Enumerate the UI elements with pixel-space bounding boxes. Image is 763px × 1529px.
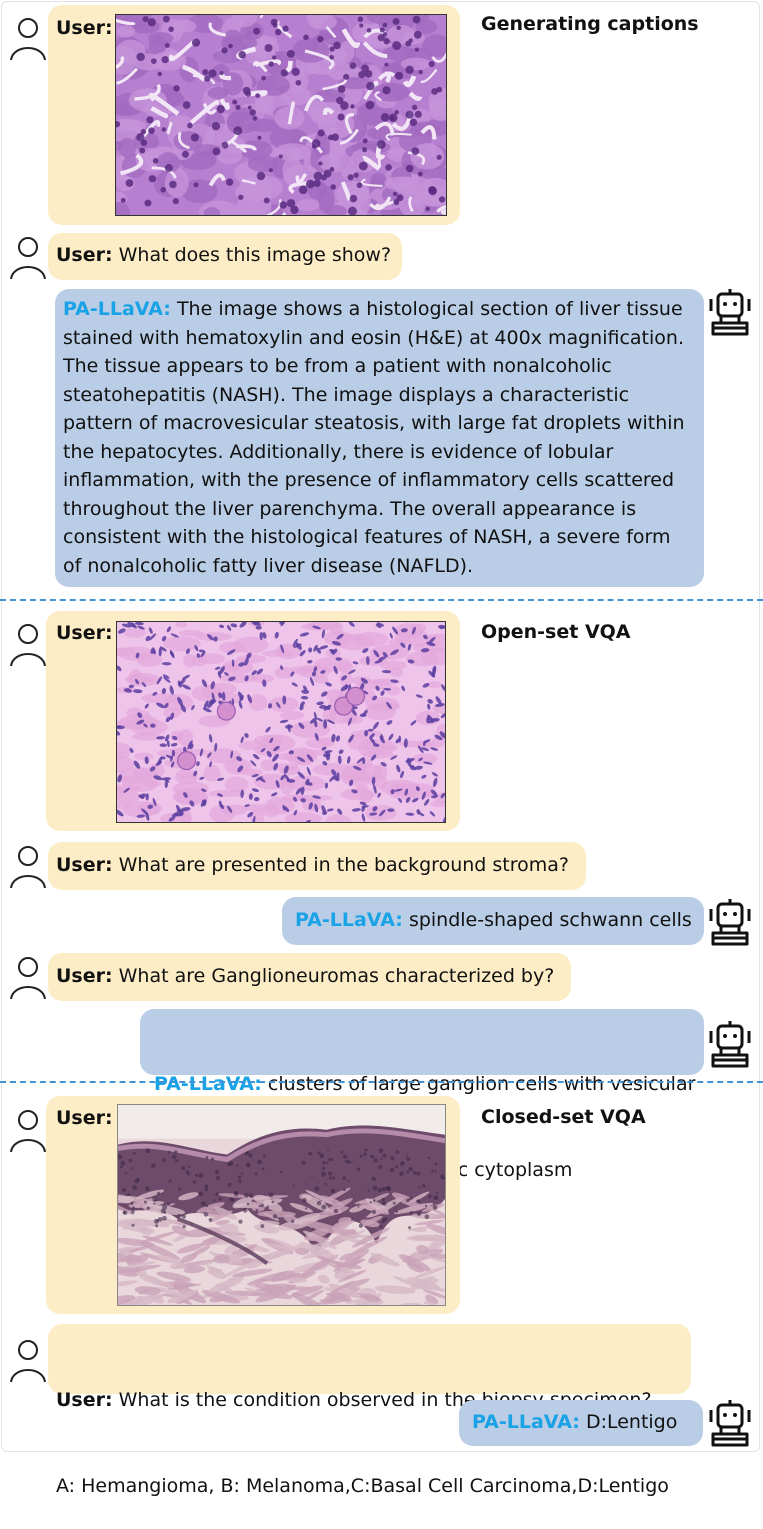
bot-speaker: PA-LLaVA: [63,298,171,320]
user-avatar-icon [10,846,46,889]
bot-answer-bubble: PA-LLaVA: clusters of large ganglion cel… [140,1009,704,1181]
section-divider [0,599,763,601]
answer-line: The tissue appears to be from a patient … [63,355,612,377]
answer-line: consistent with the histological feature… [63,526,671,548]
robot-icon [709,287,751,336]
user-question-bubble: User: What is the condition observed in … [48,1324,691,1497]
user-avatar-icon [10,624,46,667]
answer-line: pattern of macrovesicular steatosis, wit… [63,412,685,434]
user-question: What does this image show? [118,244,392,266]
section-title: Open-set VQA [481,621,631,643]
question-line: A: Hemangioma, B: Melanoma,C:Basal Cell … [56,1474,669,1497]
robot-icon [709,1019,751,1068]
user-avatar-icon [10,1340,46,1383]
user-speaker: User: [56,854,113,876]
bot-answer: spindle-shaped schwann cells [408,909,692,931]
section-divider [0,1081,763,1083]
bot-speaker: PA-LLaVA: [295,909,403,931]
user-question: What are presented in the background str… [118,854,569,876]
bot-speaker: PA-LLaVA: [472,1411,580,1433]
answer-line: clusters of large ganglion cells with ve… [261,1073,696,1095]
user-question-bubble: User: What does this image show? [48,233,402,280]
user-label: User: [56,622,113,644]
user-question-bubble: User: What are presented in the backgrou… [48,842,586,890]
answer-line: of nonalcoholic fatty liver disease (NAF… [63,554,474,577]
user-avatar-icon [10,1110,46,1153]
histology-ganglioneuroma-image [116,621,446,823]
robot-icon [709,897,751,946]
answer-line: inflammation, with the presence of infla… [63,469,675,491]
answer-line: The image shows a histological section o… [176,298,683,320]
bot-answer-bubble: PA-LLaVA: D:Lentigo [459,1400,703,1446]
section-title: Closed-set VQA [481,1106,646,1128]
user-speaker: User: [56,965,113,987]
user-label: User: [56,17,113,39]
answer-line: stained with hematoxylin and eosin (H&E)… [63,326,684,349]
bot-answer: D:Lentigo [585,1411,678,1433]
section-title: Generating captions [481,13,699,35]
user-speaker: User: [56,244,113,266]
user-avatar-icon [10,18,46,61]
user-avatar-icon [10,957,46,1000]
user-question-bubble: User: What are Ganglioneuromas character… [48,953,571,1001]
answer-line: throughout the liver parenchyma. The ove… [63,497,637,520]
histology-skin-biopsy-image [117,1104,446,1306]
user-label: User: [56,1107,113,1129]
bot-answer-bubble: PA-LLaVA: The image shows a histological… [55,289,704,587]
robot-icon [709,1398,751,1447]
histology-liver-he-image [115,14,447,216]
user-question: What are Ganglioneuromas characterized b… [118,965,555,987]
user-speaker: User: [56,1389,113,1411]
answer-line: the hepatocytes. Additionally, there is … [63,440,614,463]
answer-line: steatohepatitis (NASH). The image displa… [63,383,630,406]
bot-answer-bubble: PA-LLaVA: spindle-shaped schwann cells [282,897,704,945]
bot-speaker: PA-LLaVA: [154,1073,262,1095]
user-avatar-icon [10,237,46,280]
figure-frame [1,1,760,1452]
